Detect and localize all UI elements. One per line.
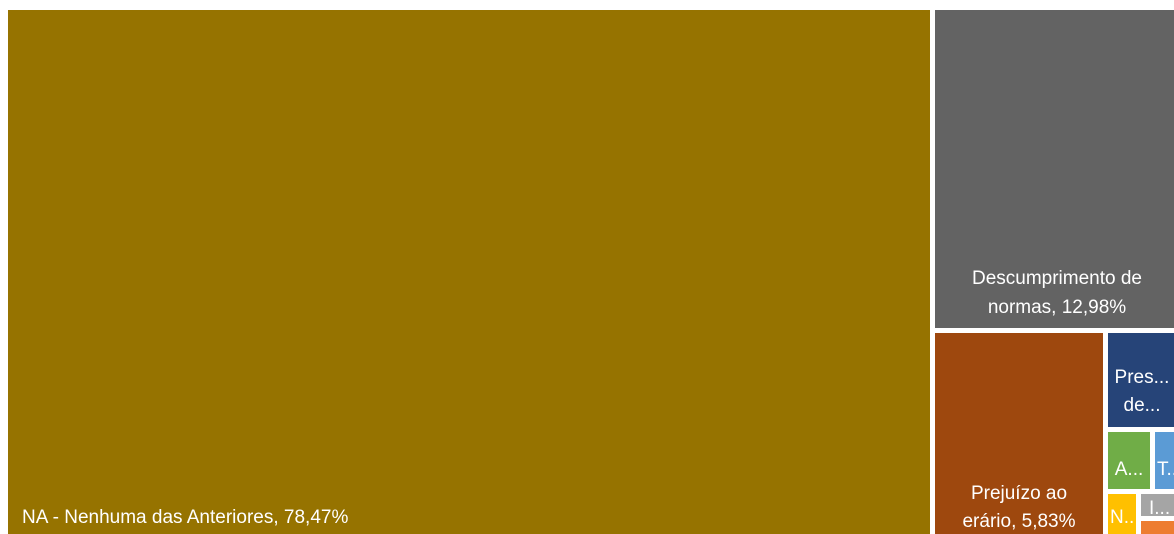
treemap-tile-9-unlabeled — [1141, 521, 1174, 534]
treemap-label: I... — [1149, 498, 1171, 516]
treemap-tile-5-a: A... — [1108, 432, 1150, 489]
treemap-tile-2-descumprimento-de-normas: Descumprimento de normas, 12,98% — [935, 10, 1174, 328]
treemap-label: Pres... — [1114, 367, 1170, 388]
treemap-label: A... — [1114, 459, 1144, 480]
treemap-label: Descumprimento de — [971, 268, 1143, 289]
treemap-tile-4-pres-de: Pres... de... — [1108, 333, 1174, 427]
treemap-label: erário, 5,83% — [962, 511, 1076, 532]
treemap-tile-1-na-nenhuma-das-anteriores: NA - Nenhuma das Anteriores, 78,47% — [8, 10, 930, 534]
treemap-label: NA - Nenhuma das Anteriores, 78,47% — [22, 507, 349, 528]
treemap-label: de... — [1123, 395, 1161, 416]
treemap-label: T... — [1157, 459, 1174, 480]
treemap-tile-6-t: T... — [1155, 432, 1174, 489]
treemap-tile-8-i: I... — [1141, 494, 1174, 516]
treemap-label: N... — [1110, 507, 1136, 528]
treemap-label: normas, 12,98% — [987, 297, 1127, 318]
treemap-tile-7-n: N... — [1108, 494, 1136, 534]
treemap-label: Prejuízo ao — [970, 483, 1068, 504]
treemap-tile-3-prejuizo-ao-erario: Prejuízo ao erário, 5,83% — [935, 333, 1103, 534]
